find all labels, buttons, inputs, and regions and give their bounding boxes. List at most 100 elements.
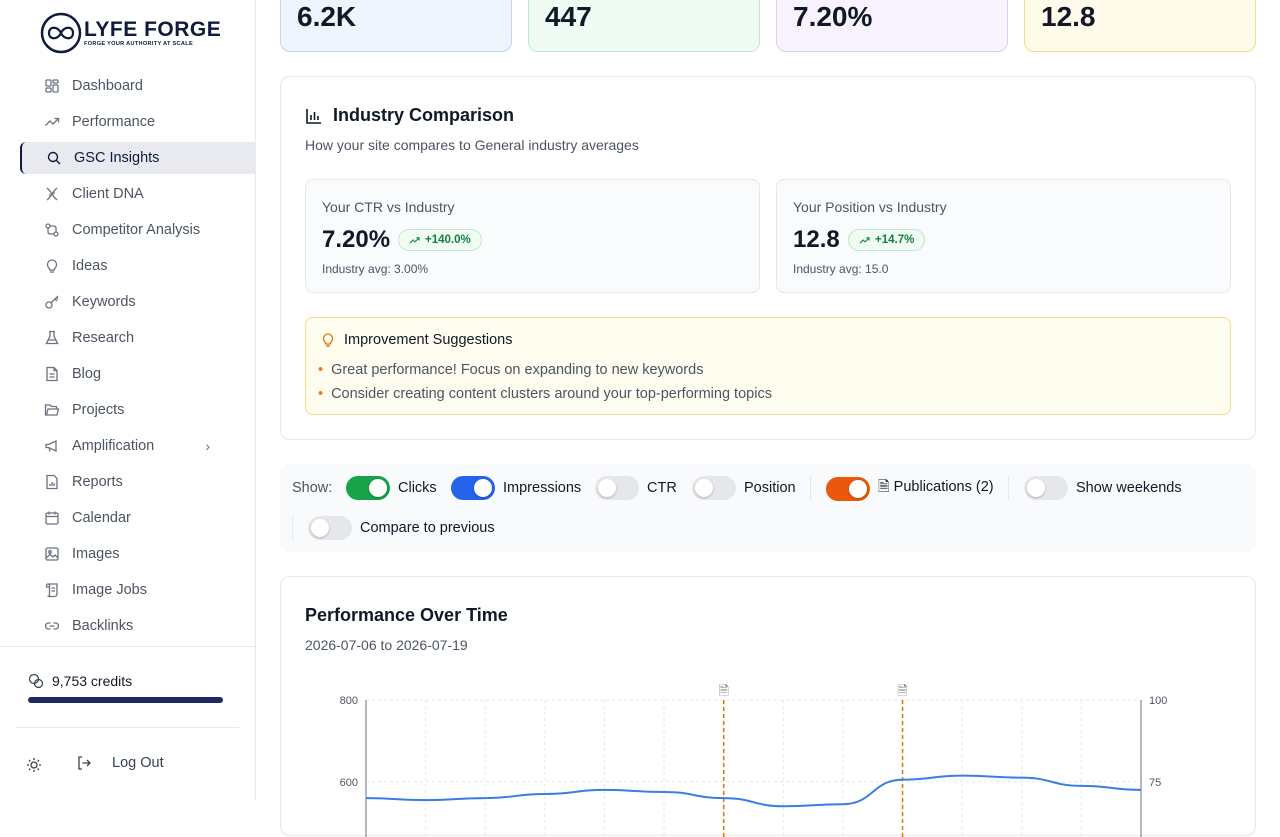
sidebar-item-backlinks[interactable]: Backlinks (20, 610, 256, 642)
sidebar-item-images[interactable]: Images (20, 538, 256, 570)
publication-document-icon: 🗎 (718, 684, 728, 699)
toggle-label: CTR (647, 480, 677, 496)
suggestions-title-text: Improvement Suggestions (344, 332, 513, 348)
sidebar-item-label: GSC Insights (74, 150, 160, 166)
toggle-label: Impressions (503, 480, 582, 496)
divider (810, 476, 811, 500)
main-content: 6.2K 447 7.20% 12.8 Industry Comparison … (256, 0, 1280, 837)
clicks-switch[interactable] (346, 476, 390, 500)
divider (1008, 476, 1009, 500)
weekends-switch[interactable] (1024, 476, 1068, 500)
sidebar-item-label: Blog (72, 366, 102, 382)
stat-card-ctr: 7.20% (776, 0, 1008, 52)
suggestion-text: Consider creating content clusters aroun… (331, 386, 772, 402)
chart-title: Performance Over Time (305, 605, 508, 625)
show-label: Show: (292, 480, 333, 496)
sidebar-item-calendar[interactable]: Calendar (20, 502, 256, 534)
compare-switch[interactable] (308, 516, 352, 540)
comparison-value: 7.20% (322, 226, 391, 253)
comparison-label: Your Position vs Industry (793, 199, 947, 215)
ctr-comparison-box: Your CTR vs Industry 7.20% +140.0% Indus… (305, 179, 760, 293)
sidebar-item-gsc-insights[interactable]: GSC Insights (20, 142, 256, 174)
sidebar-item-label: Reports (72, 474, 123, 490)
image-icon (44, 546, 60, 562)
position-switch[interactable] (692, 476, 736, 500)
flask-icon (44, 330, 60, 346)
sidebar-item-label: Client DNA (72, 186, 144, 202)
impressions-switch[interactable] (451, 476, 495, 500)
stat-card-impressions: 447 (528, 0, 760, 52)
stat-value: 447 (545, 1, 592, 32)
sidebar-item-client-dna[interactable]: Client DNA (20, 178, 256, 210)
sidebar-item-label: Competitor Analysis (72, 222, 201, 238)
sidebar-item-label: Amplification (72, 438, 155, 454)
sidebar-item-label: Performance (72, 114, 156, 130)
list-item: • Consider creating content clusters arou… (318, 386, 772, 402)
credits-display[interactable]: 9,753 credits (28, 673, 132, 689)
toggle-impressions[interactable]: Impressions (451, 476, 581, 500)
delta-badge: +14.7% (848, 229, 926, 251)
coins-icon (28, 673, 44, 689)
sidebar-item-label: Research (72, 330, 135, 346)
stat-value: 7.20% (793, 1, 873, 32)
dashboard-icon (44, 78, 60, 94)
chevron-right-icon[interactable]: › (205, 438, 210, 454)
stat-value: 6.2K (297, 1, 357, 32)
suggestions-list: • Great performance! Focus on expanding t… (318, 358, 772, 406)
sidebar-item-projects[interactable]: Projects (20, 394, 256, 426)
publication-document-icon: 🗎 (897, 684, 907, 699)
toggle-compare-previous[interactable]: Compare to previous (308, 516, 495, 540)
sidebar-item-performance[interactable]: Performance (20, 106, 256, 138)
key-icon (44, 294, 60, 310)
stat-card-position: 12.8 (1024, 0, 1256, 52)
search-icon (46, 150, 62, 166)
publications-switch[interactable] (826, 476, 870, 501)
toggle-position[interactable]: Position (692, 476, 796, 500)
sidebar-item-blog[interactable]: Blog (20, 358, 256, 390)
compare-icon (44, 222, 60, 238)
megaphone-icon (44, 438, 60, 454)
position-comparison-box: Your Position vs Industry 12.8 +14.7% In… (776, 179, 1231, 293)
logout-label: Log Out (112, 755, 164, 771)
card-title: Industry Comparison (305, 105, 514, 126)
logout-button[interactable]: Log Out (76, 755, 164, 771)
sidebar-item-competitor-analysis[interactable]: Competitor Analysis (20, 214, 256, 246)
toggle-clicks[interactable]: Clicks (346, 476, 437, 500)
sidebar-item-reports[interactable]: Reports (20, 466, 256, 498)
ctr-switch[interactable] (595, 476, 639, 500)
suggestions-title: Improvement Suggestions (320, 332, 512, 348)
brand-logo[interactable]: LYFE FORGE FORGE YOUR AUTHORITY AT SCALE (40, 12, 221, 54)
improvement-suggestions: Improvement Suggestions • Great performan… (305, 317, 1231, 415)
toggle-show-weekends[interactable]: Show weekends (1024, 476, 1182, 500)
industry-subtitle: How your site compares to General indust… (305, 137, 639, 153)
performance-chart[interactable]: 800 600 100 75 🗎 🗎 (281, 577, 1257, 837)
brand-name: LYFE FORGE (84, 18, 222, 41)
sidebar-item-image-jobs[interactable]: Image Jobs (20, 574, 256, 606)
sidebar-item-amplification[interactable]: Amplification › (20, 430, 256, 462)
industry-average: Industry avg: 3.00% (322, 262, 429, 276)
sidebar-item-dashboard[interactable]: Dashboard (20, 70, 256, 102)
sun-icon[interactable] (26, 757, 42, 773)
list-item: • Great performance! Focus on expanding t… (318, 362, 704, 378)
stat-value: 12.8 (1041, 1, 1096, 32)
sidebar-nav: Dashboard Performance GSC Insights Clien… (20, 70, 256, 646)
delta-value: +14.7% (875, 234, 915, 246)
series-toggle-bar: Show: Clicks Impressions CTR Position 🗎 … (280, 464, 1256, 552)
sidebar-item-research[interactable]: Research (20, 322, 256, 354)
brand-tagline: FORGE YOUR AUTHORITY AT SCALE (84, 41, 193, 47)
sidebar-item-keywords[interactable]: Keywords (20, 286, 256, 318)
toggle-publications[interactable]: 🗎 Publications (2) (826, 476, 994, 501)
lightbulb-icon (44, 258, 60, 274)
sidebar: LYFE FORGE FORGE YOUR AUTHORITY AT SCALE… (0, 0, 256, 800)
sidebar-item-label: Image Jobs (72, 582, 147, 598)
industry-title: Industry Comparison (333, 105, 515, 125)
folder-icon (44, 402, 60, 418)
infinity-logo-icon (40, 12, 82, 54)
y-tick-label-left: 800 (340, 695, 358, 707)
sidebar-item-ideas[interactable]: Ideas (20, 250, 256, 282)
toggle-ctr[interactable]: CTR (595, 476, 677, 500)
sidebar-item-label: Keywords (72, 294, 136, 310)
dna-icon (44, 186, 60, 202)
suggestion-text: Great performance! Focus on expanding to… (331, 362, 704, 378)
scroll-icon (44, 582, 60, 598)
